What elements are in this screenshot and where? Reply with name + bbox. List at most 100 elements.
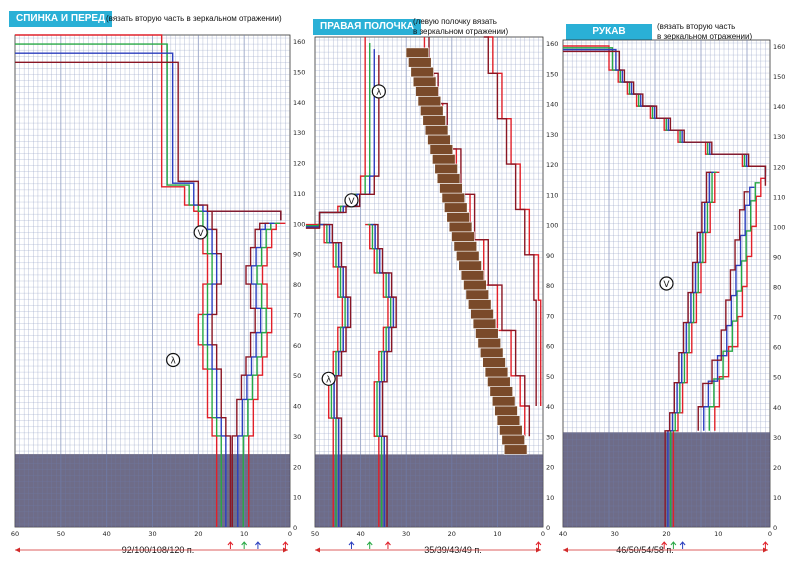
col-tick-label: 10 xyxy=(493,530,501,538)
col-tick-label: 20 xyxy=(448,530,456,538)
row-tick-label: 140 xyxy=(773,103,785,111)
row-tick-label: 110 xyxy=(773,193,785,201)
size-tick xyxy=(661,541,668,549)
row-tick-label: 10 xyxy=(773,494,781,502)
col-tick-label: 30 xyxy=(402,530,410,538)
row-tick-label: 100 xyxy=(773,223,785,231)
row-tick-label: 90 xyxy=(293,251,301,259)
size-tick xyxy=(535,541,542,549)
size-outline-line xyxy=(305,55,380,229)
placket-cell xyxy=(494,405,518,416)
placket-cell xyxy=(441,192,466,204)
col-tick-label: 40 xyxy=(559,530,567,538)
row-tick-label: 160 xyxy=(293,38,305,46)
size-outline-line xyxy=(15,61,282,221)
size-outline-line xyxy=(708,182,760,431)
arrow-head xyxy=(315,547,320,553)
row-tick-label: 40 xyxy=(293,403,301,411)
row-tick-label: 150 xyxy=(293,68,305,76)
row-tick-label: 60 xyxy=(546,343,554,351)
shaping-marker xyxy=(344,193,359,208)
row-tick-label: 50 xyxy=(773,374,781,382)
row-tick-label: 150 xyxy=(773,73,785,81)
size-outline-line xyxy=(323,223,352,527)
shaping-marker xyxy=(371,84,386,99)
size-tick xyxy=(670,541,677,549)
row-tick-label: 40 xyxy=(546,403,554,411)
row-tick-label: 20 xyxy=(773,464,781,472)
col-tick-label: 20 xyxy=(662,530,670,538)
panel-2-outlines: λ Vλ xyxy=(305,36,542,549)
row-tick-label: 20 xyxy=(546,464,554,472)
panel-3-title: РУКАВ xyxy=(566,24,652,40)
placket-cell xyxy=(453,241,478,252)
placket-cell xyxy=(456,250,480,262)
size-tick xyxy=(348,541,355,549)
increase-marker-label: λ xyxy=(170,356,176,366)
col-tick-label: 10 xyxy=(714,530,722,538)
placket-cell xyxy=(429,144,454,155)
row-tick-label: 130 xyxy=(293,129,305,137)
placket-cell xyxy=(422,115,446,126)
row-tick-label: 130 xyxy=(773,133,785,141)
placket-cell xyxy=(434,163,458,175)
placket-cell xyxy=(503,444,528,455)
size-outline-line xyxy=(248,222,286,527)
placket-cell xyxy=(412,76,437,87)
col-tick-label: 0 xyxy=(768,530,772,538)
row-tick-label: 120 xyxy=(773,163,785,171)
panel-3-group: 0102030405060708090100110120130140150160… xyxy=(559,39,785,553)
row-tick-label: 70 xyxy=(293,311,301,319)
placket-cell xyxy=(487,376,511,387)
size-outline-line xyxy=(242,222,280,527)
placket-cell xyxy=(436,173,461,184)
row-tick-label: 100 xyxy=(546,222,558,230)
placket-cell xyxy=(427,134,451,145)
size-outline-line xyxy=(202,210,227,527)
arrow-head xyxy=(563,547,568,553)
increase-marker-label: V xyxy=(663,280,670,290)
placket-cell xyxy=(446,212,470,223)
row-tick-label: 30 xyxy=(546,433,554,441)
row-tick-label: 110 xyxy=(293,190,305,198)
panel-3-outlines: V xyxy=(563,45,769,549)
increase-marker xyxy=(659,276,674,291)
col-tick-label: 50 xyxy=(311,530,319,538)
size-tick xyxy=(385,541,391,549)
placket-cell xyxy=(405,47,430,58)
panel-3-rib-area xyxy=(563,432,770,527)
shaping-marker-label: λ xyxy=(376,88,382,98)
placket-cell xyxy=(496,415,521,426)
col-tick-label: 30 xyxy=(148,530,156,538)
row-tick-label: 120 xyxy=(546,161,558,169)
row-tick-label: 0 xyxy=(773,524,777,532)
placket-cell xyxy=(410,66,434,78)
row-tick-label: 90 xyxy=(773,253,781,261)
row-tick-label: 100 xyxy=(293,220,305,228)
row-tick-label: 150 xyxy=(546,70,558,78)
col-tick-label: 0 xyxy=(541,530,545,538)
col-tick-label: 50 xyxy=(57,530,65,538)
panel-1-note: (вязать вторую часть в зеркальном отраже… xyxy=(106,14,282,23)
row-tick-label: 130 xyxy=(546,131,558,139)
row-tick-label: 40 xyxy=(773,404,781,412)
front-edge-line xyxy=(483,36,537,407)
col-tick-label: 10 xyxy=(240,530,248,538)
row-tick-label: 60 xyxy=(293,342,301,350)
shaping-marker-label: V xyxy=(348,197,355,207)
placket-cell xyxy=(408,57,432,68)
size-outline-line xyxy=(231,222,269,527)
row-tick-label: 160 xyxy=(773,43,785,51)
panel-3-grid xyxy=(563,40,770,527)
placket-cell xyxy=(463,279,487,291)
row-tick-label: 50 xyxy=(293,372,301,380)
row-tick-label: 160 xyxy=(546,40,558,48)
row-tick-label: 140 xyxy=(546,101,558,109)
row-tick-label: 20 xyxy=(293,463,301,471)
placket-cell xyxy=(470,308,494,320)
decrease-marker xyxy=(193,225,208,240)
shaping-marker xyxy=(321,371,336,386)
size-tick xyxy=(762,541,769,549)
placket-cell xyxy=(465,289,490,300)
placket-cell xyxy=(448,221,473,233)
